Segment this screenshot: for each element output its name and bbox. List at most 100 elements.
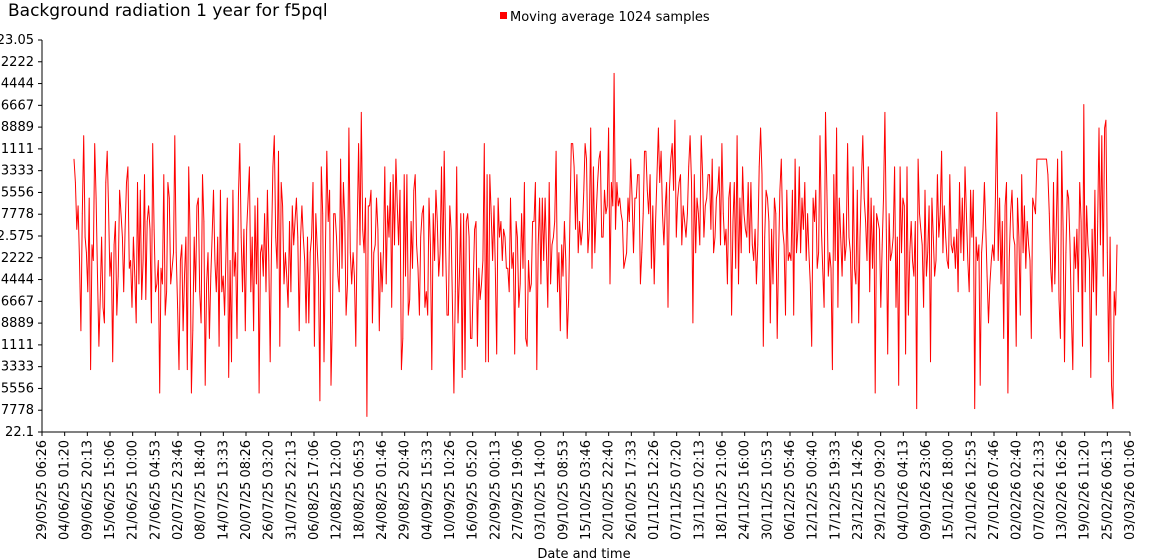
x-tick-label: 20/10/25 22:40 [602, 440, 617, 540]
series-point [961, 197, 963, 199]
series-point [937, 174, 938, 176]
series-point [861, 182, 862, 183]
series-point [981, 252, 982, 254]
series-point [416, 244, 417, 246]
series-point [583, 189, 585, 191]
series-point [633, 252, 634, 254]
series-point [543, 260, 545, 261]
series-point [758, 166, 760, 168]
x-tick-label: 09/06/25 20:13 [80, 440, 95, 540]
y-tick-label: 2.575 [0, 229, 34, 244]
series-point [436, 221, 438, 222]
series-point [555, 150, 557, 152]
series-point [586, 158, 587, 160]
series-point [113, 244, 115, 246]
series-point [341, 267, 343, 269]
series-point [869, 291, 871, 293]
series-point [1055, 228, 1057, 230]
series-point [233, 275, 235, 277]
series-point [768, 221, 770, 222]
series-point [145, 299, 147, 300]
x-tick-label: 31/07/25 22:13 [284, 440, 299, 540]
series-point [902, 197, 904, 199]
series-point [452, 306, 453, 308]
series-point [765, 189, 767, 191]
y-tick-label: 2222 [1, 55, 34, 70]
series-point [421, 213, 423, 215]
series-point [558, 252, 560, 254]
series-point [863, 197, 865, 199]
series-point [222, 275, 224, 277]
series-point [561, 244, 563, 246]
series-point [492, 260, 493, 261]
y-tick-label: 3333 [1, 164, 34, 179]
series-point [311, 236, 312, 238]
series-point [262, 275, 264, 277]
x-tick-label: 15/10/25 03:46 [579, 440, 594, 540]
series-point [73, 158, 75, 160]
series-point [569, 221, 571, 222]
series-point [559, 330, 561, 332]
series-point [305, 322, 307, 324]
x-tick-label: 21/06/25 10:00 [126, 440, 141, 540]
series-point [1112, 408, 1114, 409]
series-point [838, 197, 840, 199]
series-point [220, 189, 221, 191]
series-point [1047, 174, 1049, 176]
series-point [739, 197, 741, 199]
series-point [1073, 236, 1075, 238]
series-point [804, 182, 806, 183]
series-point [260, 252, 261, 254]
series-point [664, 205, 666, 207]
series-point [894, 166, 895, 168]
series-point [914, 221, 916, 222]
series-point [1025, 267, 1027, 269]
series-point [823, 306, 825, 308]
series-point [369, 205, 370, 207]
series-point [718, 166, 720, 168]
x-tick-label: 04/06/25 01:20 [58, 440, 73, 540]
series-point [1000, 283, 1002, 285]
series-point [615, 228, 616, 230]
series-point [356, 228, 358, 230]
series-point [108, 205, 109, 207]
series-point [431, 369, 433, 370]
series-point [590, 127, 592, 129]
series-point [678, 182, 680, 183]
series-point [396, 205, 398, 207]
series-point [696, 197, 698, 199]
series-point [800, 252, 801, 254]
series-point [301, 205, 303, 207]
series-point [1004, 205, 1006, 207]
series-point [792, 189, 793, 191]
series-point [448, 314, 449, 316]
series-point [273, 135, 275, 137]
series-point [91, 244, 93, 246]
series-point [612, 205, 614, 207]
series-point [120, 213, 122, 215]
series-point [738, 283, 739, 285]
series-point [1021, 174, 1023, 176]
series-point [554, 221, 556, 222]
series-point [624, 260, 626, 261]
series-point [355, 345, 357, 347]
series-point [689, 135, 691, 137]
series-point [180, 260, 181, 261]
series-point [390, 182, 391, 183]
series-point [884, 112, 886, 113]
series-point [606, 205, 608, 207]
series-point [979, 384, 981, 386]
series-point [851, 322, 853, 324]
x-tick-label: 24/08/25 01:46 [375, 440, 390, 540]
series-point [680, 174, 681, 176]
series-point [438, 275, 440, 277]
series-point [670, 158, 672, 160]
series-point [638, 174, 640, 176]
series-point [707, 174, 709, 176]
series-point [557, 291, 558, 293]
series-point [159, 392, 161, 394]
series-point [939, 213, 941, 215]
series-point [841, 275, 843, 277]
y-axis: 22.1 7778 5556 3333 1111 8889 6667 4444 2222 2.57… [0, 33, 43, 440]
series-point [142, 260, 144, 261]
